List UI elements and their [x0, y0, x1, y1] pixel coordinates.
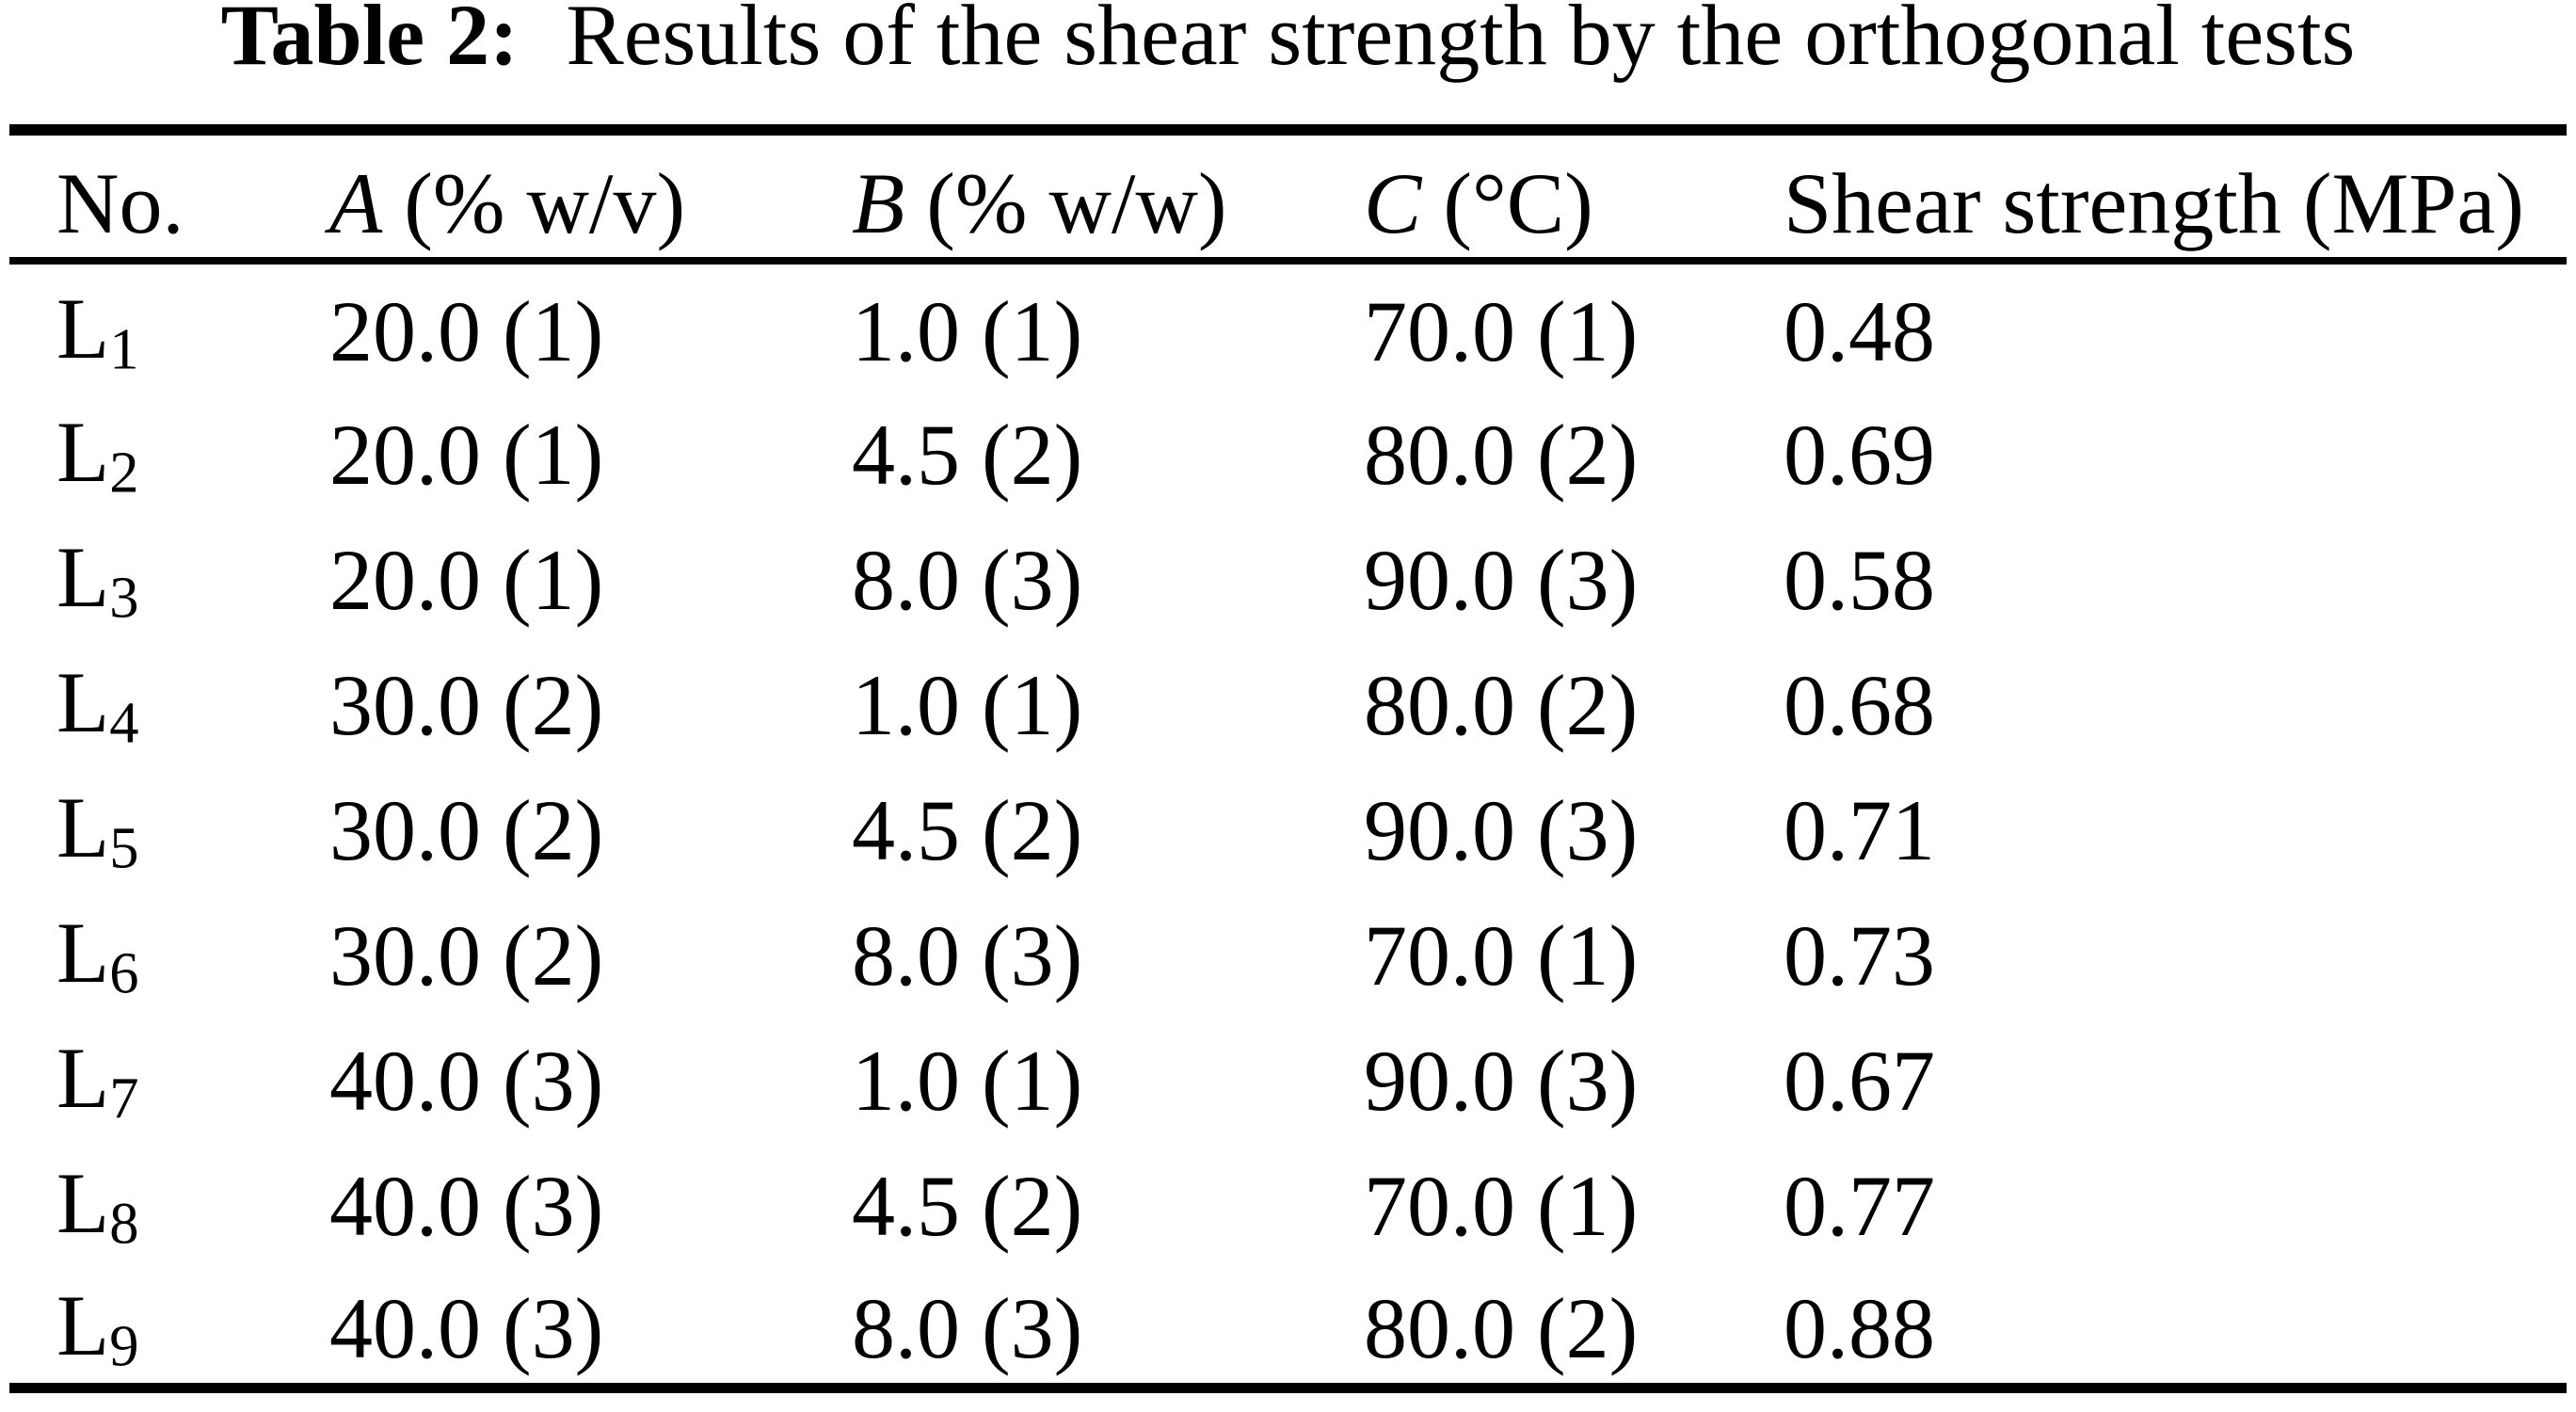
row-label: L8	[56, 1154, 139, 1257]
cell-shear-strength: 0.71	[1784, 781, 1935, 878]
row-label: L6	[56, 904, 139, 1006]
cell-a: 40.0 (3)	[329, 1032, 604, 1129]
cell-a: 30.0 (2)	[329, 907, 604, 1003]
row-label-subscript: 1	[109, 315, 139, 382]
cell-a: 20.0 (1)	[329, 282, 604, 379]
table-row: L8 40.0 (3) 4.5 (2) 70.0 (1) 0.77	[9, 1137, 2567, 1262]
table-row: L5 30.0 (2) 4.5 (2) 90.0 (3) 0.71	[9, 762, 2567, 887]
cell-c: 70.0 (1)	[1364, 1157, 1639, 1254]
cell-shear-strength: 0.58	[1784, 531, 1935, 628]
row-label: L2	[56, 403, 139, 505]
column-header-no: No.	[9, 130, 329, 265]
cell-c: 70.0 (1)	[1364, 282, 1639, 379]
table-row: L9 40.0 (3) 8.0 (3) 80.0 (2) 0.88	[9, 1262, 2567, 1388]
cell-shear-strength: 0.69	[1784, 406, 1935, 503]
cell-c: 90.0 (3)	[1364, 781, 1639, 878]
cell-shear-strength: 0.68	[1784, 656, 1935, 753]
table-caption-number: Table 2:	[220, 0, 519, 83]
cell-c: 80.0 (2)	[1364, 656, 1639, 753]
cell-shear-strength: 0.67	[1784, 1032, 1935, 1129]
column-header-b: B (% w/w)	[852, 130, 1364, 265]
table-row: L1 20.0 (1) 1.0 (1) 70.0 (1) 0.48	[9, 261, 2567, 386]
cell-a: 30.0 (2)	[329, 656, 604, 753]
cell-c: 80.0 (2)	[1364, 406, 1639, 503]
row-label-subscript: 9	[109, 1312, 139, 1379]
column-header-a: A (% w/v)	[329, 130, 852, 265]
row-label-subscript: 2	[109, 439, 139, 505]
table-row: L6 30.0 (2) 8.0 (3) 70.0 (1) 0.73	[9, 887, 2567, 1012]
cell-b: 1.0 (1)	[852, 1032, 1083, 1129]
column-header-c: C (°C)	[1364, 130, 1784, 265]
row-label-subscript: 8	[109, 1190, 139, 1257]
table-caption: Table 2: Results of the shear strength by…	[0, 0, 2576, 85]
row-label: L9	[56, 1277, 139, 1379]
shear-strength-table: No. A (% w/v) B (% w/w) C (°C) Shear str…	[9, 124, 2567, 1393]
cell-c: 80.0 (2)	[1364, 1279, 1639, 1376]
table-header-row: No. A (% w/v) B (% w/w) C (°C) Shear str…	[9, 130, 2567, 265]
cell-a: 40.0 (3)	[329, 1157, 604, 1254]
table-row: L3 20.0 (1) 8.0 (3) 90.0 (3) 0.58	[9, 511, 2567, 636]
table-row: L2 20.0 (1) 4.5 (2) 80.0 (2) 0.69	[9, 386, 2567, 511]
cell-shear-strength: 0.48	[1784, 282, 1935, 379]
row-label-subscript: 3	[109, 564, 139, 631]
cell-b: 8.0 (3)	[852, 907, 1083, 1003]
row-label: L4	[56, 653, 139, 756]
cell-a: 20.0 (1)	[329, 406, 604, 503]
cell-c: 70.0 (1)	[1364, 907, 1639, 1003]
cell-c: 90.0 (3)	[1364, 531, 1639, 628]
row-label-subscript: 4	[109, 689, 139, 756]
row-label: L7	[56, 1029, 139, 1131]
table-row: L4 30.0 (2) 1.0 (1) 80.0 (2) 0.68	[9, 636, 2567, 762]
cell-shear-strength: 0.77	[1784, 1157, 1935, 1254]
cell-shear-strength: 0.73	[1784, 907, 1935, 1003]
cell-b: 1.0 (1)	[852, 282, 1083, 379]
table-caption-text: Results of the shear strength by the ort…	[566, 0, 2356, 83]
column-header-shear-strength: Shear strength (MPa)	[1784, 130, 2567, 265]
row-label-subscript: 5	[109, 814, 139, 881]
cell-a: 30.0 (2)	[329, 781, 604, 878]
cell-c: 90.0 (3)	[1364, 1032, 1639, 1129]
row-label: L5	[56, 778, 139, 881]
cell-b: 4.5 (2)	[852, 1157, 1083, 1254]
table-row: L7 40.0 (3) 1.0 (1) 90.0 (3) 0.67	[9, 1012, 2567, 1137]
cell-b: 4.5 (2)	[852, 406, 1083, 503]
cell-b: 8.0 (3)	[852, 1279, 1083, 1376]
cell-a: 40.0 (3)	[329, 1279, 604, 1376]
cell-b: 1.0 (1)	[852, 656, 1083, 753]
row-label-subscript: 7	[109, 1065, 139, 1131]
row-label-subscript: 6	[109, 939, 139, 1006]
cell-shear-strength: 0.88	[1784, 1279, 1935, 1376]
row-label: L3	[56, 528, 139, 631]
row-label: L1	[56, 280, 139, 382]
cell-b: 4.5 (2)	[852, 781, 1083, 878]
cell-b: 8.0 (3)	[852, 531, 1083, 628]
cell-a: 20.0 (1)	[329, 531, 604, 628]
